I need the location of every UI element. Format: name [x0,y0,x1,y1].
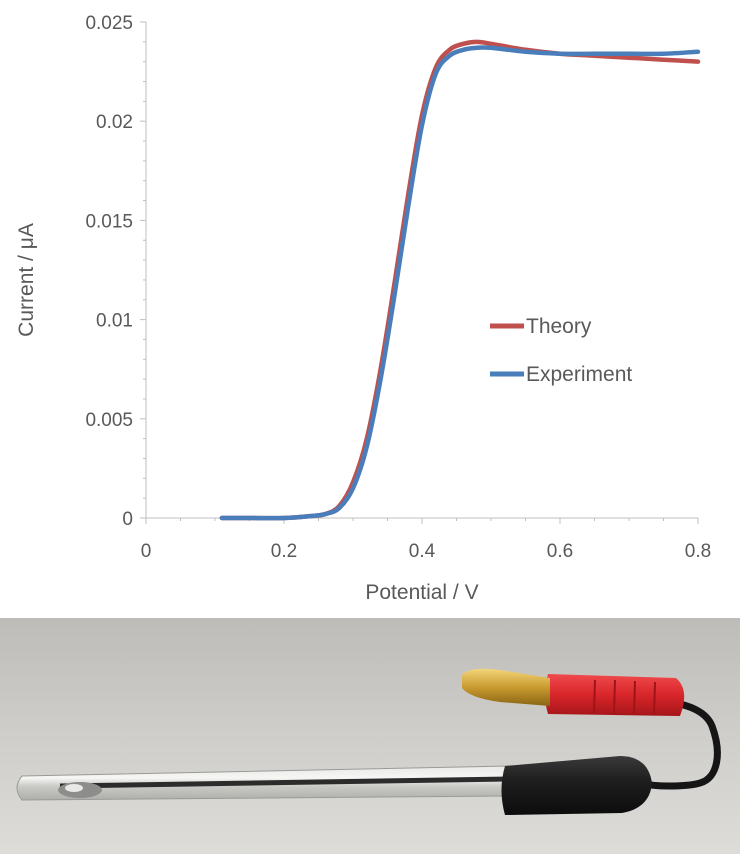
legend-label-theory: Theory [526,315,592,338]
chart-ticks: 0 0.005 0.01 0.015 0.02 0.025 0 0.2 0.4 0.6 0.8 [85,13,711,562]
series-line-experiment [219,45,701,521]
photo-background [0,618,740,854]
y-tick-label: 0.02 [96,112,133,133]
y-tick-label: 0.025 [85,13,133,34]
chart-axes [145,22,698,519]
y-tick-label: 0.005 [85,410,133,431]
x-tick-label: 0.6 [547,541,573,562]
series-line-theory [219,39,701,521]
chart: 0 0.005 0.01 0.015 0.02 0.025 0 0.2 0.4 0.6 0.8 Th… [15,13,711,604]
electrode-tip-highlight [65,784,83,792]
electrode-photo-drawing [0,618,740,854]
chart-series-layer [219,39,701,521]
black-cap [501,756,652,815]
x-axis-label: Potential / V [365,581,478,604]
x-tick-label: 0.8 [685,541,711,562]
legend-label-experiment: Experiment [526,363,632,386]
y-axis-label: Current / μA [15,223,38,337]
x-tick-label: 0.4 [409,541,436,562]
y-tick-label: 0 [122,509,133,530]
x-tick-label: 0.2 [271,541,297,562]
inner-wire [59,776,511,789]
chart-legend: Theory Experiment [490,315,632,386]
electrode-photo [0,618,740,854]
banana-pin [462,668,550,706]
y-tick-label: 0.01 [96,311,133,332]
x-tick-label: 0 [141,541,152,562]
y-tick-label: 0.015 [85,211,133,232]
